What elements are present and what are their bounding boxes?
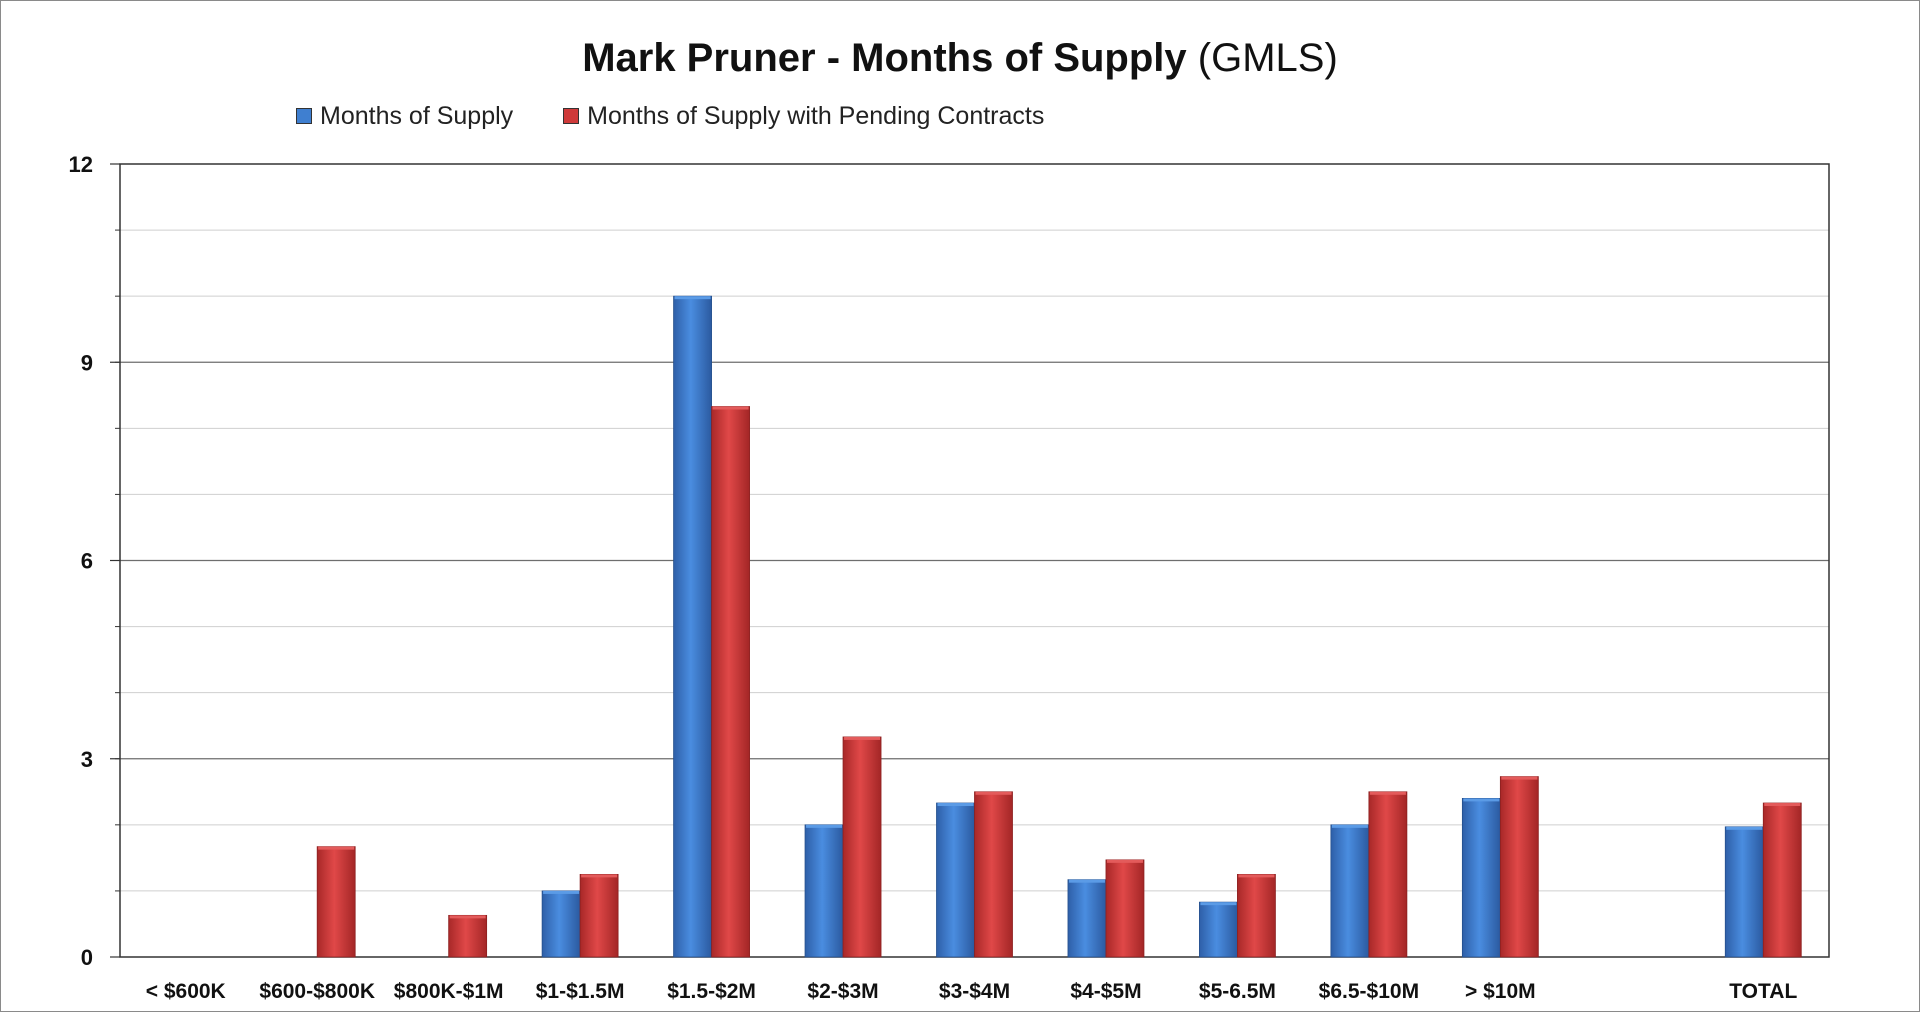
chart-legend: Months of Supply Months of Supply with P… (296, 100, 1094, 132)
legend-item-pending-contracts: Months of Supply with Pending Contracts (563, 102, 1044, 131)
x-tick-label: $1-$1.5M (536, 980, 625, 1003)
bar-pending-contracts (974, 791, 1013, 958)
bar-top-highlight (449, 915, 486, 919)
x-tick-label: TOTAL (1729, 980, 1797, 1003)
x-tick-label: $5-6.5M (1199, 980, 1276, 1003)
legend-swatch-blue (296, 108, 312, 124)
bar-top-highlight (1764, 803, 1801, 807)
y-tick-label: 12 (69, 152, 93, 177)
bar-pending-contracts (316, 846, 356, 958)
bar-pending-contracts (448, 914, 488, 958)
bar-top-highlight (844, 736, 881, 740)
bar-top-highlight (543, 890, 580, 894)
bar-top-highlight (1726, 826, 1763, 830)
bar-top-highlight (1369, 791, 1406, 795)
bar-top-highlight (975, 791, 1012, 795)
bar-pending-contracts (1499, 776, 1539, 958)
x-tick-label: < $600K (146, 980, 226, 1003)
legend-item-months-of-supply: Months of Supply (296, 102, 513, 131)
bar-pending-contracts (1762, 802, 1802, 958)
x-tick-label: $1.5-$2M (667, 980, 756, 1003)
y-tick-label: 0 (81, 945, 93, 970)
bar-pending-contracts (1368, 791, 1408, 958)
bar-months-of-supply (1724, 826, 1764, 958)
bar-top-highlight (1068, 879, 1105, 883)
bar-top-highlight (806, 824, 843, 828)
legend-label: Months of Supply with Pending Contracts (587, 101, 1045, 130)
chart-title-main: Mark Pruner - Months of Supply (582, 36, 1187, 80)
bar-top-highlight (1200, 902, 1237, 906)
y-tick-label: 6 (81, 549, 93, 574)
bar-months-of-supply (1067, 879, 1107, 958)
bar-months-of-supply (1330, 824, 1370, 958)
x-tick-label: $4-$5M (1070, 980, 1141, 1003)
x-tick-label: $600-$800K (259, 980, 375, 1003)
bar-top-highlight (674, 296, 711, 300)
bar-top-highlight (1331, 824, 1368, 828)
bar-top-highlight (1238, 874, 1275, 878)
bar-months-of-supply (1461, 798, 1501, 958)
bar-months-of-supply (804, 824, 844, 958)
x-tick-label: > $10M (1465, 980, 1536, 1003)
bar-pending-contracts (1237, 873, 1276, 958)
bar-pending-contracts (1105, 859, 1145, 958)
bar-months-of-supply (1199, 901, 1238, 958)
bar-pending-contracts (711, 406, 750, 958)
bar-top-highlight (1463, 798, 1500, 802)
chart-title-suffix: (GMLS) (1197, 36, 1338, 80)
bar-months-of-supply (673, 295, 712, 958)
bar-top-highlight (1501, 776, 1538, 780)
bar-top-highlight (318, 846, 355, 850)
bar-top-highlight (712, 406, 749, 410)
x-tick-label: $3-$4M (939, 980, 1010, 1003)
bar-top-highlight (581, 874, 618, 878)
y-tick-label: 9 (81, 350, 93, 375)
legend-swatch-red (563, 108, 580, 124)
x-tick-label: $800K-$1M (394, 980, 504, 1003)
bar-top-highlight (937, 803, 974, 807)
legend-label: Months of Supply (320, 101, 514, 130)
x-tick-label: $2-$3M (807, 980, 878, 1003)
chart-title: Mark Pruner - Months of Supply (GMLS) (0, 36, 1920, 81)
bar-months-of-supply (541, 890, 581, 958)
bar-top-highlight (1106, 859, 1143, 863)
x-tick-label: $6.5-$10M (1319, 980, 1419, 1003)
bar-months-of-supply (936, 802, 975, 958)
y-tick-label: 3 (81, 747, 93, 772)
bar-pending-contracts (842, 736, 882, 958)
bar-pending-contracts (579, 873, 619, 958)
